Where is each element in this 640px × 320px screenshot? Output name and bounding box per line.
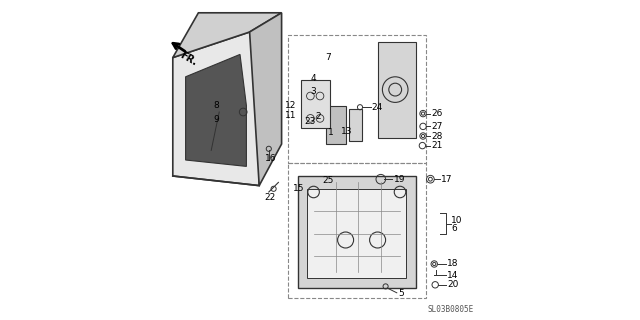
Text: 11: 11 (285, 111, 296, 120)
Text: 9: 9 (213, 115, 219, 124)
Polygon shape (307, 189, 406, 278)
Text: 20: 20 (447, 280, 458, 289)
Text: 28: 28 (431, 132, 442, 140)
Bar (349, 109, 362, 141)
Text: 3: 3 (311, 87, 316, 96)
Text: 16: 16 (265, 154, 276, 163)
Text: 13: 13 (340, 127, 352, 136)
Polygon shape (301, 80, 330, 128)
Text: 23: 23 (305, 117, 316, 126)
Text: 4: 4 (311, 74, 316, 83)
Text: 8: 8 (213, 101, 219, 110)
Text: 27: 27 (431, 122, 442, 131)
Polygon shape (186, 54, 246, 166)
Polygon shape (298, 176, 416, 288)
Bar (288, 163, 426, 298)
Bar (326, 106, 346, 144)
Polygon shape (250, 13, 282, 186)
Bar (288, 35, 426, 163)
Text: 21: 21 (431, 141, 442, 150)
Text: 7: 7 (325, 53, 331, 62)
Text: 14: 14 (447, 271, 458, 280)
Text: 22: 22 (265, 193, 276, 202)
Polygon shape (173, 13, 282, 58)
Text: 12: 12 (285, 101, 296, 110)
Text: FR.: FR. (179, 50, 199, 67)
Text: 5: 5 (398, 289, 404, 298)
Text: 19: 19 (394, 175, 405, 184)
Text: 25: 25 (323, 176, 333, 185)
Text: 2: 2 (316, 112, 321, 121)
Text: 10: 10 (451, 216, 463, 225)
Polygon shape (173, 32, 259, 186)
Text: 15: 15 (292, 184, 304, 193)
Text: 26: 26 (431, 109, 442, 118)
Text: 18: 18 (447, 260, 458, 268)
Text: 24: 24 (371, 103, 383, 112)
Text: 6: 6 (451, 224, 457, 233)
Text: 17: 17 (441, 175, 452, 184)
Text: 1: 1 (328, 128, 334, 137)
Polygon shape (378, 42, 416, 138)
Text: SL03B0805E: SL03B0805E (428, 305, 474, 314)
